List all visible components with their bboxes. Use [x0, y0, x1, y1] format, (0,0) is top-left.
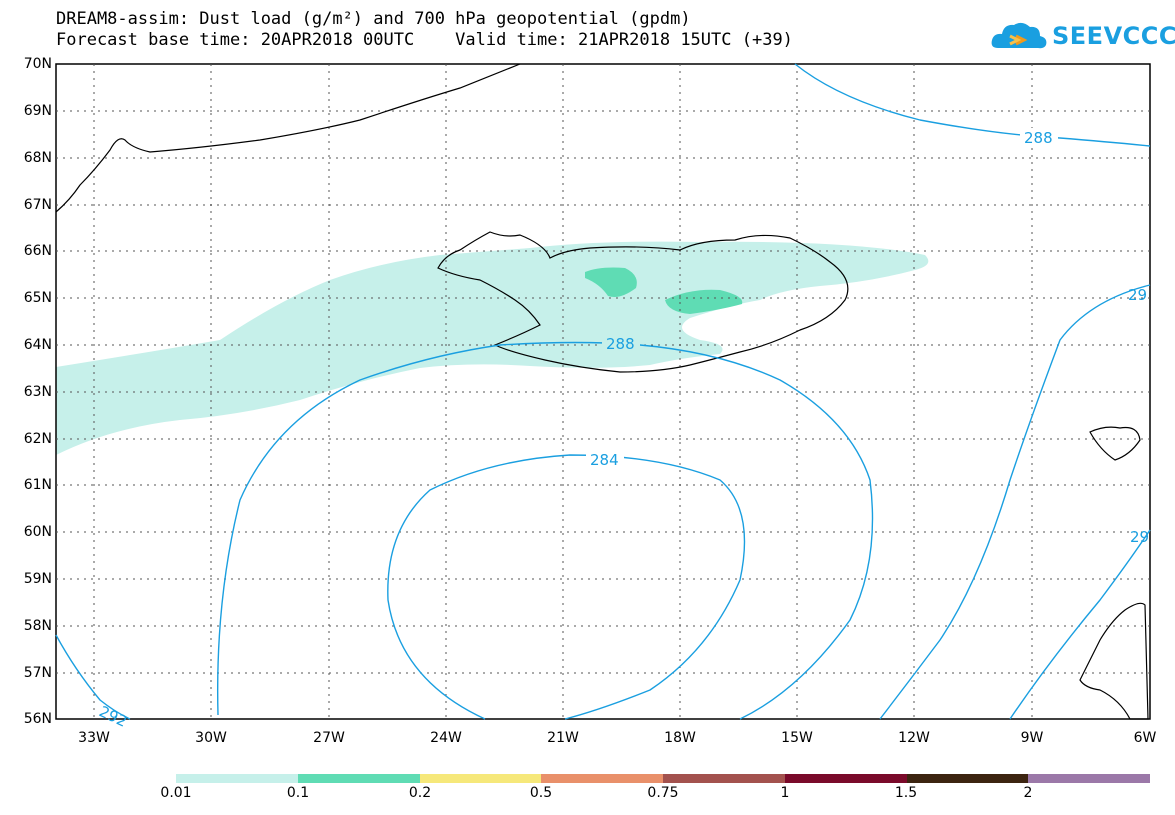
lon-label: 9W	[1020, 730, 1044, 746]
contour-label: 288	[606, 335, 635, 353]
lat-label: 69N	[23, 103, 52, 119]
contour-288-north	[794, 63, 1151, 147]
map-title: DREAM8-assim: Dust load (g/m²) and 700 h…	[56, 9, 691, 29]
coastlines	[55, 63, 1149, 720]
dust-area-medium-2	[665, 289, 743, 314]
lon-label: 21W	[547, 730, 579, 746]
colorbar-tick: 1	[780, 785, 790, 801]
lat-label: 57N	[23, 665, 52, 681]
colorbar-swatch	[297, 774, 420, 783]
colorbar-tick: 0.1	[286, 785, 310, 801]
geopotential-contours	[55, 63, 1151, 720]
lat-label: 59N	[23, 571, 52, 587]
colorbar-swatch	[419, 774, 542, 783]
lat-label: 65N	[23, 290, 52, 306]
colorbar-swatch	[176, 774, 298, 783]
lat-label: 66N	[23, 243, 52, 259]
lat-label: 56N	[23, 711, 52, 727]
lat-label: 64N	[23, 337, 52, 353]
colorbar-tick: 0.2	[408, 785, 432, 801]
lat-label: 67N	[23, 197, 52, 213]
contour-label: 29	[1130, 528, 1149, 546]
forecast-time-line: Forecast base time: 20APR2018 00UTC Vali…	[56, 30, 793, 50]
contour-label: 284	[590, 451, 619, 469]
contour-29-se	[1009, 529, 1151, 720]
colorbar	[176, 774, 1150, 783]
contour-284	[387, 454, 746, 720]
lat-label: 68N	[23, 150, 52, 166]
lat-label: 61N	[23, 477, 52, 493]
lon-label: 24W	[430, 730, 462, 746]
lat-label: 60N	[23, 524, 52, 540]
greenland-coast	[55, 63, 521, 213]
scotland-coast	[1079, 602, 1149, 720]
logo-text: SEEVCCC	[1052, 22, 1175, 50]
colorbar-swatch	[784, 774, 907, 783]
colorbar-swatch	[1028, 774, 1150, 783]
colorbar-tick: 1.5	[894, 785, 918, 801]
colorbar-swatch	[663, 774, 785, 783]
colorbar-swatch	[541, 774, 663, 783]
contour-label: 288	[1024, 129, 1053, 147]
lon-label: 18W	[664, 730, 696, 746]
graticule	[56, 64, 1150, 719]
contour-label: 292	[96, 702, 130, 730]
lat-label: 63N	[23, 384, 52, 400]
lon-label: 33W	[78, 730, 110, 746]
lat-label: 58N	[23, 618, 52, 634]
colorbar-tick: 0.5	[529, 785, 553, 801]
contour-label: 29	[1128, 286, 1147, 304]
seevccc-logo-icon	[991, 22, 1047, 49]
iceland-coast	[437, 231, 849, 373]
colorbar-tick: 2	[1023, 785, 1033, 801]
lon-label: 15W	[781, 730, 813, 746]
lon-label: 27W	[313, 730, 345, 746]
lat-label: 62N	[23, 431, 52, 447]
colorbar-swatch	[906, 774, 1029, 783]
colorbar-tick: 0.01	[160, 785, 192, 801]
lon-label: 30W	[195, 730, 227, 746]
contour-288-south	[216, 341, 874, 720]
lon-label: 6W	[1133, 730, 1157, 746]
dust-area-medium-1	[585, 267, 637, 297]
lat-label: 70N	[23, 56, 52, 72]
contour-292-west	[55, 634, 131, 720]
contour-29-east	[879, 284, 1151, 720]
faroe-coast	[1089, 426, 1141, 461]
lon-label: 12W	[898, 730, 930, 746]
colorbar-tick: 0.75	[647, 785, 679, 801]
